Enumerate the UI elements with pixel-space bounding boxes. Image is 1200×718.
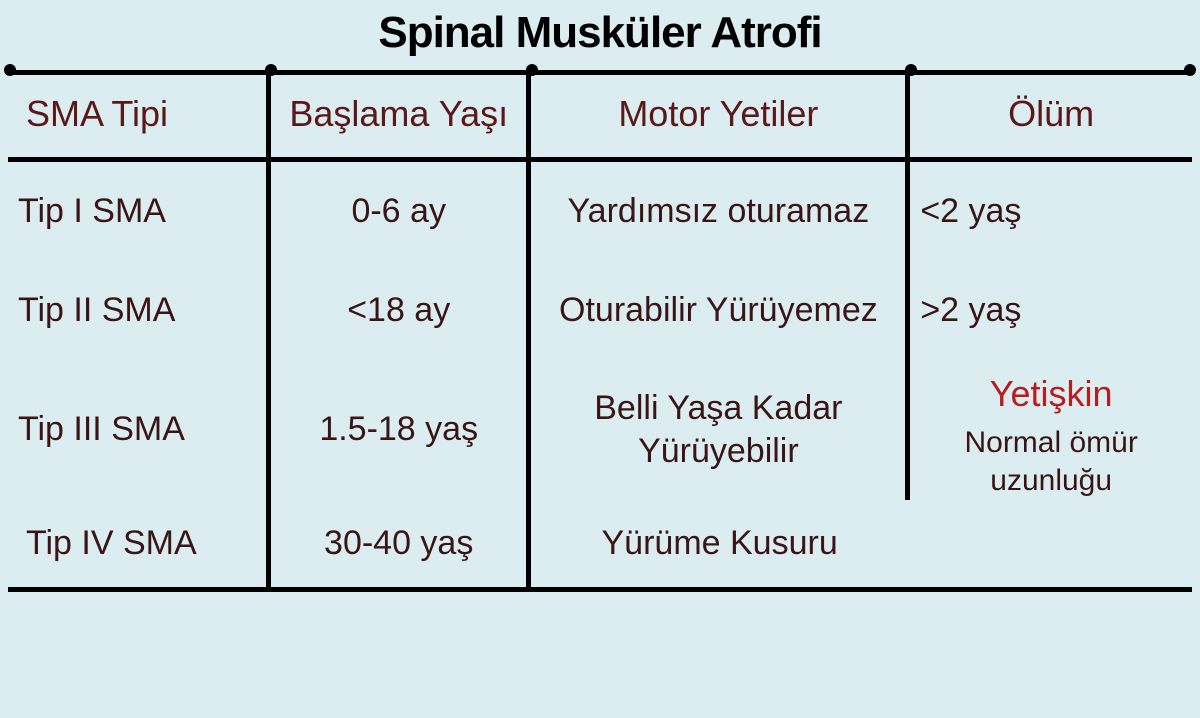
death-highlight: Yetişkin: [920, 371, 1182, 416]
header-death: Ölüm: [908, 73, 1192, 160]
cell-type: Tip II SMA: [8, 261, 268, 360]
cell-onset: 1.5-18 yaş: [268, 359, 528, 500]
cell-death: <2 yaş: [908, 160, 1192, 261]
header-sma-type: SMA Tipi: [8, 73, 268, 160]
cell-motor: Oturabilir Yürüyemez: [529, 261, 908, 360]
cell-type: Tip I SMA: [8, 160, 268, 261]
table-row: Tip II SMA <18 ay Oturabilir Yürüyemez >…: [8, 261, 1192, 360]
connector-dot: [1184, 64, 1196, 76]
connector-dot: [905, 64, 917, 76]
cell-death: >2 yaş: [908, 261, 1192, 360]
cell-motor: Yürüme Kusuru: [529, 500, 908, 589]
table-row: Tip I SMA 0-6 ay Yardımsız oturamaz <2 y…: [8, 160, 1192, 261]
connector-dot: [4, 64, 16, 76]
cell-onset: 0-6 ay: [268, 160, 528, 261]
sma-table: SMA Tipi Başlama Yaşı Motor Yetiler Ölüm…: [8, 70, 1192, 592]
cell-type: Tip IV SMA: [8, 500, 268, 589]
page-container: Spinal Musküler Atrofi SMA Tipi Başlama …: [0, 0, 1200, 718]
cell-motor: Yardımsız oturamaz: [529, 160, 908, 261]
cell-motor: Belli Yaşa Kadar Yürüyebilir: [529, 359, 908, 500]
page-title: Spinal Musküler Atrofi: [0, 0, 1200, 70]
table-row: Tip III SMA 1.5-18 yaş Belli Yaşa Kadar …: [8, 359, 1192, 500]
header-motor-skills: Motor Yetiler: [529, 73, 908, 160]
cell-death-merged: Yetişkin Normal ömür uzunluğu: [908, 359, 1192, 589]
connector-dot: [526, 64, 538, 76]
death-note: Normal ömür uzunluğu: [920, 424, 1182, 499]
cell-onset: 30-40 yaş: [268, 500, 528, 589]
header-onset-age: Başlama Yaşı: [268, 73, 528, 160]
table-header-row: SMA Tipi Başlama Yaşı Motor Yetiler Ölüm: [8, 73, 1192, 160]
table-wrapper: SMA Tipi Başlama Yaşı Motor Yetiler Ölüm…: [8, 70, 1192, 592]
cell-type: Tip III SMA: [8, 359, 268, 500]
cell-onset: <18 ay: [268, 261, 528, 360]
